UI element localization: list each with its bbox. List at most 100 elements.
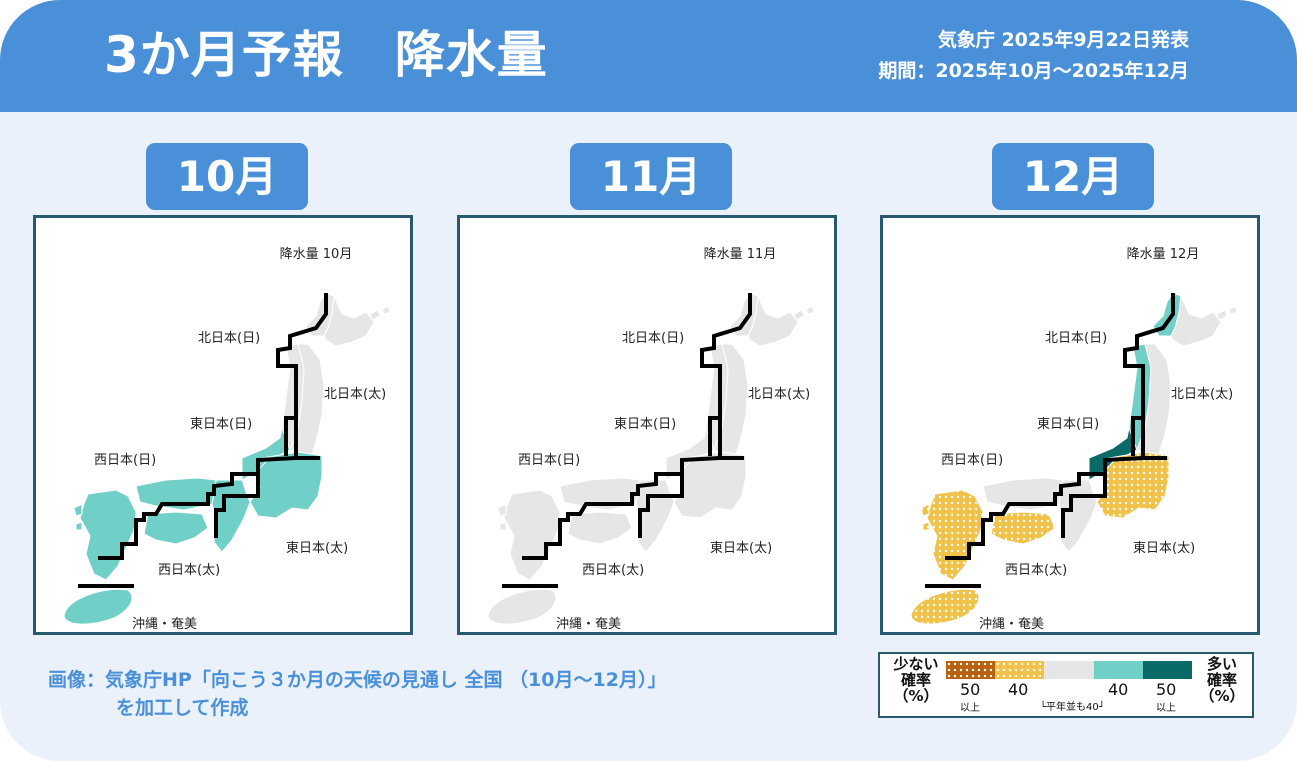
region-boundary-line bbox=[214, 474, 260, 538]
region-label-okinawa: 沖縄・奄美 bbox=[132, 617, 197, 632]
region-kyushu bbox=[73, 503, 83, 517]
region-hokkaido-pac bbox=[1228, 305, 1238, 315]
credit-line-2: を加工して作成 bbox=[116, 697, 249, 719]
region-shikoku bbox=[990, 511, 1056, 545]
map-title: 降水量 10月 bbox=[280, 247, 353, 262]
legend-swatch-dry-40 bbox=[995, 661, 1044, 679]
region-label-north-pac: 北日本(太) bbox=[324, 387, 386, 402]
legend-more-text: 多い bbox=[1206, 655, 1237, 673]
region-hokkaido-pac bbox=[805, 305, 815, 315]
region-boundary-line bbox=[638, 474, 684, 538]
legend-swatch-dry-50 bbox=[946, 661, 995, 679]
legend-pct-text-right: （%） bbox=[1199, 687, 1245, 705]
legend-less-text: 少ない bbox=[893, 655, 939, 673]
region-boundary-line bbox=[945, 293, 1175, 560]
image-credit: 画像：気象庁HP「向こう３か月の天候の見通し 全国 （10月～12月）」 を加工… bbox=[48, 666, 666, 722]
region-hokkaido-pac bbox=[793, 309, 805, 321]
region-kyushu bbox=[497, 503, 507, 517]
region-label-okinawa: 沖縄・奄美 bbox=[979, 617, 1044, 632]
forecast-period: 期間：2025年10月～2025年12月 bbox=[878, 60, 1189, 82]
map-title: 降水量 12月 bbox=[1127, 247, 1200, 262]
region-kyushu bbox=[499, 521, 507, 531]
region-label-north-pac: 北日本(太) bbox=[748, 387, 810, 402]
region-hokkaido-pac bbox=[323, 294, 375, 347]
region-label-east-sea: 東日本(日) bbox=[1037, 416, 1099, 432]
region-label-north-sea: 北日本(日) bbox=[622, 331, 684, 346]
region-label-east-pac: 東日本(太) bbox=[710, 540, 772, 556]
region-label-east-pac: 東日本(太) bbox=[1133, 540, 1195, 556]
region-hokkaido-pac bbox=[369, 309, 381, 321]
region-okinawa bbox=[487, 588, 557, 625]
region-hokkaido-pac bbox=[747, 294, 799, 347]
legend-swatch-normal bbox=[1044, 661, 1094, 679]
region-label-west-sea: 西日本(日) bbox=[518, 453, 580, 468]
legend-num-50-left: 50 bbox=[960, 680, 981, 699]
legend-prob-text-right: 確率 bbox=[1206, 671, 1237, 689]
legend-swatch-wet-40 bbox=[1094, 661, 1143, 679]
region-label-east-sea: 東日本(日) bbox=[614, 416, 676, 432]
legend-above-right: 以上 bbox=[1156, 703, 1176, 714]
page-title: 3か月予報 降水量 bbox=[104, 26, 548, 84]
region-kyushu bbox=[926, 489, 984, 581]
region-label-east-sea: 東日本(日) bbox=[190, 416, 252, 432]
issued-date: 気象庁 2025年9月22日発表 bbox=[937, 29, 1189, 51]
region-hokkaido-pac bbox=[381, 305, 391, 315]
legend-num-40-right: 40 bbox=[1108, 680, 1129, 699]
region-okinawa bbox=[910, 588, 980, 625]
region-shikoku bbox=[143, 511, 209, 545]
region-hokuriku bbox=[241, 426, 291, 481]
region-okinawa bbox=[63, 588, 133, 625]
region-boundary-line bbox=[1131, 368, 1145, 456]
map-panel-dec: 降水量 12月北日本(日) 北日本(太) 東日本(日) 東日本(太) 西日本(日) 西日本… bbox=[880, 215, 1260, 635]
region-boundary-line bbox=[708, 368, 722, 456]
month-badge-nov: 11月 bbox=[570, 143, 732, 210]
legend-above-left: 以上 bbox=[960, 703, 980, 714]
region-hokuriku bbox=[1088, 426, 1138, 481]
month-badge-dec: 12月 bbox=[992, 143, 1154, 210]
legend-right-label: 多い 確率 （%） bbox=[1194, 656, 1250, 704]
map-panel-nov: 降水量 11月北日本(日) 北日本(太) 東日本(日) 東日本(太) 西日本(日) 西日本… bbox=[457, 215, 837, 635]
map-panel-oct: 降水量 10月北日本(日) 北日本(太) 東日本(日) 東日本(太) 西日本(日) 西日本… bbox=[33, 215, 413, 635]
legend-num-50-right: 50 bbox=[1156, 680, 1177, 699]
region-hokkaido-pac bbox=[1216, 309, 1228, 321]
region-kyushu bbox=[75, 521, 83, 531]
header-bar: 3か月予報 降水量 気象庁 2025年9月22日発表 期間：2025年10月～2… bbox=[0, 0, 1297, 112]
credit-line-1: 画像：気象庁HP「向こう３か月の天候の見通し 全国 （10月～12月）」 bbox=[48, 669, 667, 691]
region-kyushu bbox=[503, 489, 561, 581]
legend-pct-text-left: （%） bbox=[893, 687, 939, 705]
legend-swatch-wet-50 bbox=[1143, 661, 1192, 679]
region-label-west-pac: 西日本(太) bbox=[1005, 563, 1067, 578]
region-label-okinawa: 沖縄・奄美 bbox=[556, 617, 621, 632]
legend-normal-text: 平年並も40 bbox=[1046, 702, 1099, 713]
region-label-west-pac: 西日本(太) bbox=[582, 563, 644, 578]
region-kyushu bbox=[920, 503, 930, 517]
region-boundary-line bbox=[284, 368, 298, 456]
region-shikoku bbox=[567, 511, 633, 545]
region-kyushu bbox=[79, 489, 137, 581]
region-label-west-pac: 西日本(太) bbox=[158, 563, 220, 578]
region-boundary-line bbox=[522, 293, 752, 560]
region-label-east-pac: 東日本(太) bbox=[286, 540, 348, 556]
map-title: 降水量 11月 bbox=[704, 247, 777, 262]
month-badge-oct: 10月 bbox=[146, 143, 308, 210]
legend-num-40-left: 40 bbox=[1008, 680, 1029, 699]
region-label-north-sea: 北日本(日) bbox=[1045, 331, 1107, 346]
issue-info: 気象庁 2025年9月22日発表 期間：2025年10月～2025年12月 bbox=[878, 25, 1189, 87]
legend-normal-note: └平年並も40┘ bbox=[1040, 702, 1105, 713]
region-hokkaido-pac bbox=[1170, 294, 1222, 347]
region-boundary-line bbox=[1061, 474, 1107, 538]
region-label-north-pac: 北日本(太) bbox=[1171, 387, 1233, 402]
legend-prob-text-left: 確率 bbox=[900, 671, 931, 689]
legend-left-label: 少ない 確率 （%） bbox=[888, 656, 944, 704]
region-label-west-sea: 西日本(日) bbox=[941, 453, 1003, 468]
region-label-north-sea: 北日本(日) bbox=[198, 331, 260, 346]
probability-legend: 少ない 確率 （%） 50 40 40 50 以上 以上 └平年並も40┘ 多い… bbox=[878, 652, 1254, 718]
region-kyushu bbox=[922, 521, 930, 531]
region-label-west-sea: 西日本(日) bbox=[94, 453, 156, 468]
region-hokuriku bbox=[665, 426, 715, 481]
region-boundary-line bbox=[98, 293, 328, 560]
